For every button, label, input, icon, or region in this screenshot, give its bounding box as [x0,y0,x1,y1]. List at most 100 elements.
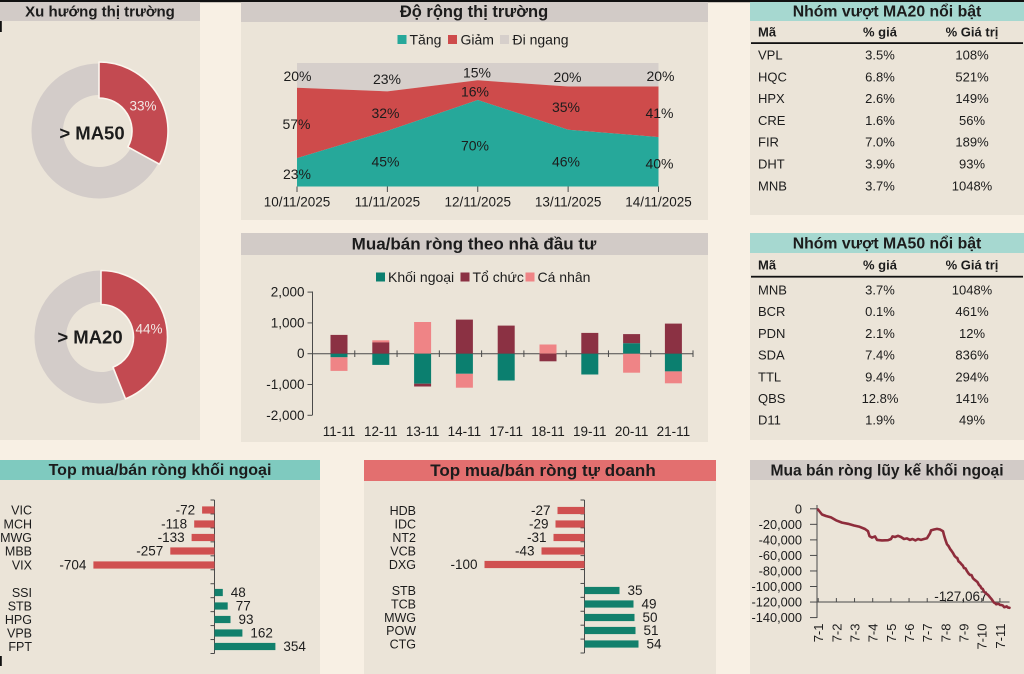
svg-text:77: 77 [236,599,251,614]
svg-text:-120,000: -120,000 [751,595,802,610]
svg-text:Cá nhân: Cá nhân [538,269,591,285]
svg-text:16%: 16% [461,84,489,100]
svg-text:7-9: 7-9 [957,624,972,643]
svg-text:MNB: MNB [758,283,787,298]
svg-text:-133: -133 [158,530,185,545]
svg-text:19-11: 19-11 [573,424,607,439]
svg-text:7-7: 7-7 [920,624,935,643]
svg-text:56%: 56% [959,113,985,128]
svg-text:15%: 15% [463,65,491,81]
svg-text:SDA: SDA [758,348,785,363]
svg-text:11-11: 11-11 [323,424,356,439]
svg-text:-43: -43 [515,544,535,559]
svg-text:MNB: MNB [758,178,787,193]
svg-text:54: 54 [647,637,663,652]
svg-text:DXG: DXG [389,558,416,572]
svg-text:Khối ngoại: Khối ngoại [388,269,454,285]
svg-text:-20,000: -20,000 [759,517,802,532]
svg-text:> MA50: > MA50 [59,123,124,144]
svg-text:7-5: 7-5 [884,624,899,643]
svg-text:7-2: 7-2 [829,624,844,643]
svg-text:11/11/2025: 11/11/2025 [355,195,421,210]
svg-text:0.1%: 0.1% [865,304,895,319]
svg-text:TTL: TTL [758,369,781,384]
svg-text:49: 49 [642,597,657,612]
svg-text:93%: 93% [959,157,985,172]
svg-text:-80,000: -80,000 [759,563,802,578]
svg-text:-2,000: -2,000 [266,408,304,423]
svg-text:9.4%: 9.4% [865,369,895,384]
svg-text:VPB: VPB [7,627,32,641]
svg-text:20%: 20% [283,68,311,84]
svg-text:1.9%: 1.9% [865,413,895,428]
svg-text:7-11: 7-11 [993,624,1008,649]
svg-text:12/11/2025: 12/11/2025 [444,195,511,210]
svg-text:% giá: % giá [863,258,898,273]
svg-text:1048%: 1048% [952,178,993,193]
svg-text:32%: 32% [371,105,399,121]
svg-text:Giảm: Giảm [461,32,494,48]
svg-text:-29: -29 [529,517,549,532]
svg-text:2,000: 2,000 [271,285,305,300]
svg-text:0: 0 [297,346,305,361]
svg-text:20-11: 20-11 [615,424,649,439]
svg-text:41%: 41% [645,105,673,121]
svg-text:HQC: HQC [758,69,787,84]
svg-text:10/11/2025: 10/11/2025 [264,195,331,210]
svg-text:Xu hướng thị trường: Xu hướng thị trường [25,4,175,21]
svg-text:108%: 108% [955,48,989,63]
svg-text:1.6%: 1.6% [865,113,895,128]
svg-text:12-11: 12-11 [364,424,398,439]
svg-text:7-8: 7-8 [938,624,953,643]
svg-text:40%: 40% [645,156,673,172]
svg-text:2.6%: 2.6% [865,91,895,106]
svg-text:21-11: 21-11 [657,424,691,439]
svg-text:Mua/bán ròng theo nhà đầu tư: Mua/bán ròng theo nhà đầu tư [352,235,597,254]
svg-text:1,000: 1,000 [271,315,305,330]
svg-text:294%: 294% [955,369,989,384]
svg-text:18-11: 18-11 [531,424,565,439]
svg-text:Mã: Mã [758,258,777,273]
svg-text:IDC: IDC [394,518,416,532]
svg-text:-1,000: -1,000 [266,377,304,392]
svg-text:FPT: FPT [8,640,32,654]
svg-text:-100: -100 [450,557,477,572]
svg-text:12%: 12% [959,326,985,341]
svg-text:DHT: DHT [758,157,785,172]
svg-text:3.7%: 3.7% [865,178,895,193]
svg-text:44%: 44% [135,322,162,337]
svg-text:PDN: PDN [758,326,785,341]
svg-text:BCR: BCR [758,304,785,319]
svg-text:354: 354 [283,639,306,654]
svg-text:-140,000: -140,000 [751,610,802,625]
svg-text:-72: -72 [176,503,196,518]
svg-text:-100,000: -100,000 [751,579,802,594]
svg-text:7-10: 7-10 [975,624,990,650]
svg-text:20%: 20% [646,68,674,84]
svg-text:HPG: HPG [5,613,32,627]
svg-text:CTG: CTG [390,638,416,652]
svg-text:7-1: 7-1 [811,624,826,643]
svg-text:TCB: TCB [391,598,416,612]
svg-text:SSI: SSI [12,586,32,600]
svg-text:Top mua/bán ròng khối ngoại: Top mua/bán ròng khối ngoại [49,462,272,479]
svg-text:162: 162 [250,626,273,641]
svg-text:70%: 70% [461,138,489,154]
svg-text:141%: 141% [955,391,989,406]
svg-text:12.8%: 12.8% [862,391,899,406]
svg-text:51: 51 [644,623,659,638]
svg-text:7-6: 7-6 [902,624,917,643]
svg-text:33%: 33% [129,99,156,114]
svg-text:POW: POW [386,624,416,638]
svg-text:% giá: % giá [863,25,898,40]
svg-text:Độ rộng thị trường: Độ rộng thị trường [400,3,548,21]
svg-text:7-4: 7-4 [866,624,881,643]
svg-text:HPX: HPX [758,91,785,106]
svg-text:Mua bán ròng lũy kế khối ngoại: Mua bán ròng lũy kế khối ngoại [770,463,1003,480]
svg-text:-40,000: -40,000 [759,532,802,547]
svg-text:Mã: Mã [758,25,777,40]
svg-text:VCB: VCB [390,545,416,559]
svg-text:46%: 46% [552,154,580,170]
svg-text:-60,000: -60,000 [759,548,802,563]
svg-text:FIR: FIR [758,135,779,150]
